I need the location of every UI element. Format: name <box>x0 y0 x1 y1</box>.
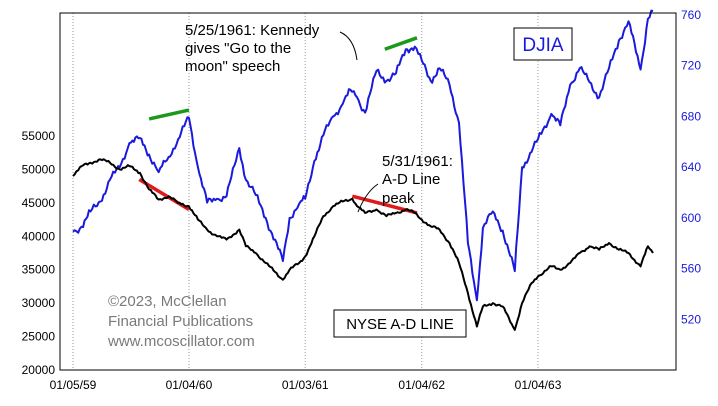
x-tick-label-4: 01/04/63 <box>515 378 562 392</box>
left-tick-label-3: 35000 <box>22 263 56 277</box>
left-tick-label-1: 25000 <box>22 330 56 344</box>
right-tick-label-1: 560 <box>681 262 701 276</box>
x-tick-label-0: 01/05/59 <box>50 378 97 392</box>
right-tick-label-3: 640 <box>681 160 701 174</box>
annotation-kennedy-line-1: 5/25/1961: Kennedy <box>185 22 320 39</box>
credit-line-1: ©2023, McClellan <box>108 293 227 310</box>
annotation-kennedy: 5/25/1961: Kennedy gives "Go to the moon… <box>185 22 358 75</box>
plot-frame <box>59 12 677 371</box>
annotation-ad-peak: 5/31/1961: A-D Line peak <box>357 153 453 213</box>
trendline-0 <box>148 108 190 121</box>
annotation-ad-peak-line-2: A-D Line <box>382 171 440 188</box>
left-tick-label-2: 30000 <box>22 296 56 310</box>
left-tick-label-6: 50000 <box>22 162 56 176</box>
right-tick-label-2: 600 <box>681 211 701 225</box>
left-tick-label-7: 55000 <box>22 129 56 143</box>
annotation-ad-peak-line-1: 5/31/1961: <box>382 153 453 170</box>
right-tick-label-4: 680 <box>681 109 701 123</box>
x-tick-label-1: 01/04/60 <box>166 378 213 392</box>
right-tick-label-0: 520 <box>681 312 701 326</box>
legend-ad-label: NYSE A-D LINE <box>346 316 454 333</box>
legend-ad: NYSE A-D LINE <box>333 309 467 338</box>
x-tick-label-2: 01/03/61 <box>282 378 329 392</box>
credit-text: ©2023, McClellan Financial Publications … <box>107 293 255 350</box>
right-tick-label-6: 760 <box>681 8 701 22</box>
left-tick-label-4: 40000 <box>22 229 56 243</box>
x-tick-label-3: 01/04/62 <box>398 378 445 392</box>
left-tick-label-5: 45000 <box>22 196 56 210</box>
legend-ad-box <box>333 309 467 338</box>
series-layer <box>72 9 654 331</box>
annotation-kennedy-leader <box>339 31 358 61</box>
annotation-kennedy-line-3: moon" speech <box>185 58 280 75</box>
right-tick-label-5: 720 <box>681 59 701 73</box>
credit-line-3: www.mcoscillator.com <box>107 333 255 350</box>
tick-layer: 01/05/59 01/04/60 01/03/61 01/04/62 01/04/63… <box>22 8 702 392</box>
left-tick-label-0: 20000 <box>22 363 56 377</box>
legend-djia-label: DJIA <box>522 35 564 56</box>
series-line-djia <box>72 9 654 302</box>
legend-djia: DJIA <box>513 27 573 61</box>
annotation-ad-peak-leader <box>357 183 379 213</box>
annotation-kennedy-line-2: gives "Go to the <box>185 40 291 57</box>
legend-djia-box <box>513 27 573 61</box>
credit-line-2: Financial Publications <box>108 313 253 330</box>
trendline-1 <box>384 36 418 51</box>
series-line-nyse-a-d-line <box>72 158 654 331</box>
annotation-ad-peak-line-3: peak <box>382 190 415 207</box>
